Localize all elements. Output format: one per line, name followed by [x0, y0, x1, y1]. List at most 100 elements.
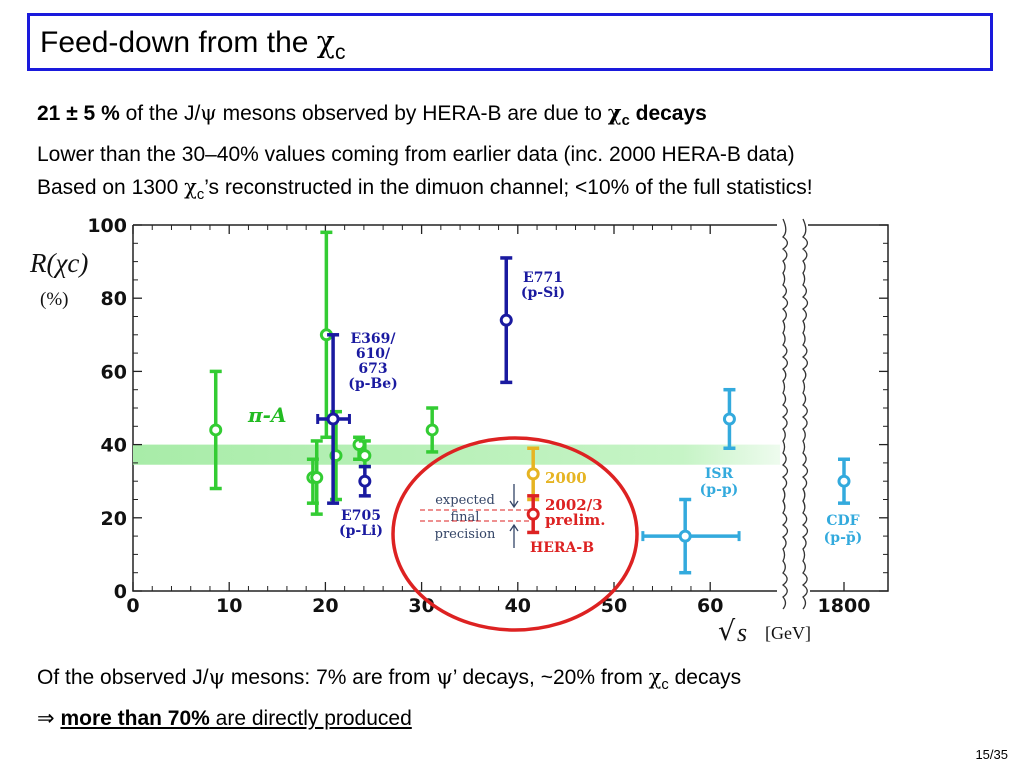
line3-text-b: ’s reconstructed in the dimuon channel; …	[204, 176, 813, 200]
highlight-ellipse	[391, 436, 639, 632]
fraction-value: 21 ± 5 %	[37, 102, 120, 125]
y-tick-label: 100	[87, 215, 127, 237]
marker	[425, 423, 439, 437]
data-point	[358, 439, 372, 469]
conclusion-lines: Of the observed J/ψ mesons: 7% are from …	[37, 661, 741, 735]
e771-label: (p-Si)	[521, 285, 565, 301]
marker	[310, 471, 324, 485]
e369-label: E369/	[350, 331, 396, 347]
line1-chi: χ	[607, 100, 622, 125]
y-tick-label: 20	[101, 508, 127, 530]
title-box: Feed-down from the χc	[27, 13, 993, 71]
pi-a-label: π-A	[247, 403, 286, 427]
x-tick-label: 60	[697, 595, 723, 617]
data-point	[722, 387, 736, 451]
arrow-up-icon	[509, 523, 519, 548]
data-point	[316, 333, 351, 505]
page-number: 15/35	[975, 747, 1008, 762]
chart-labels: R(χc) (%) √ s [GeV] π-A E369/610/673(p-Be) E705…	[29, 248, 862, 647]
x-axis-s: s	[737, 618, 747, 647]
herab-label: HERA-B	[530, 540, 594, 556]
x-tick-label: 10	[216, 595, 242, 617]
marker	[526, 467, 540, 481]
marker	[837, 474, 851, 488]
direct-fraction: more than 70%	[60, 707, 210, 731]
y-axis-label: R(χc)	[29, 248, 88, 278]
title-chi: χ	[316, 25, 335, 60]
data-point	[837, 457, 851, 505]
data-points	[209, 230, 851, 575]
conclusion-line-2: ⇒ more than 70% are directly produced	[37, 702, 741, 735]
bottom2-text: are directly produced	[209, 707, 412, 731]
title-sub: c	[334, 41, 346, 64]
band-rect	[133, 444, 780, 465]
bottom1-psi: ψ	[208, 665, 226, 689]
line1-sub: c	[621, 113, 630, 130]
marker	[526, 507, 540, 521]
y-tick-label: 40	[101, 435, 127, 457]
x-axis-sqrt: √	[718, 616, 736, 647]
summary-line-3: Based on 1300 χc’s reconstructed in the …	[37, 171, 813, 212]
marker	[678, 529, 692, 543]
marker	[209, 423, 223, 437]
plot-frame	[132, 218, 889, 610]
bottom1-text-a: Of the observed J/	[37, 666, 209, 689]
e705-label: (p-Li)	[339, 523, 383, 539]
data-point	[310, 439, 324, 516]
bottom1-chi: χ	[648, 665, 662, 689]
marker	[358, 449, 372, 463]
cdf-label: (p-p̄)	[824, 530, 863, 546]
prelim-label: prelim.	[545, 511, 605, 529]
line3-chi: χ	[184, 175, 197, 200]
line1-text-a: of the J/	[119, 102, 201, 125]
marker	[326, 412, 340, 426]
x-tick-label: 20	[312, 595, 338, 617]
conclusion-line-1: Of the observed J/ψ mesons: 7% are from …	[37, 661, 741, 702]
world-average-band	[133, 444, 780, 465]
x-tick-label: 0	[126, 595, 139, 617]
y-tick-label: 60	[101, 361, 127, 383]
data-point	[499, 256, 513, 385]
summary-line-2: Lower than the 30–40% values coming from…	[37, 143, 795, 167]
title-text: Feed-down from the	[40, 26, 317, 59]
x-tick-label: 40	[505, 595, 531, 617]
line3-sub: c	[196, 187, 205, 204]
e771-label: E771	[523, 270, 563, 286]
line1-text-b: mesons observed by HERA-B are due to	[216, 102, 608, 125]
isr-label: ISR	[705, 466, 734, 482]
y-axis-unit: (%)	[40, 289, 68, 310]
summary-lines: 21 ± 5 % of the J/ψ mesons observed by H…	[37, 96, 813, 212]
bottom1-text-c: ’ decays, ~20% from	[452, 666, 649, 689]
data-point	[358, 464, 372, 498]
x-tick-label-1800: 1800	[818, 595, 871, 617]
precision-label: precision	[435, 527, 496, 542]
y-tick-label: 0	[114, 581, 127, 603]
axis-ticks: 0 20 40 60 80 100 0 10 20 30 40 50 60 1800	[87, 215, 888, 617]
slide-title: Feed-down from the χc	[40, 26, 345, 70]
e369-label: 610/	[356, 346, 391, 362]
axis-break-line-2	[801, 218, 809, 610]
data-point	[425, 406, 439, 454]
line3-text-a: Based on 1300	[37, 176, 185, 200]
data-point	[641, 497, 741, 575]
implies-arrow: ⇒	[37, 707, 61, 731]
data-point	[526, 494, 540, 535]
e705-label: E705	[341, 508, 381, 524]
bottom1-text-b: mesons: 7% are from	[225, 666, 437, 689]
summary-line-1: 21 ± 5 % of the J/ψ mesons observed by H…	[37, 96, 813, 138]
e369-label: 673	[358, 361, 387, 377]
marker	[358, 474, 372, 488]
cdf-label: CDF	[826, 513, 859, 529]
isr-label: (p-p)	[700, 482, 739, 498]
year-2000-label: 2000	[545, 469, 587, 487]
marker	[722, 412, 736, 426]
e369-label: (p-Be)	[348, 376, 398, 392]
marker	[499, 313, 513, 327]
x-tick-label: 30	[408, 595, 434, 617]
bottom1-sub: c	[661, 677, 669, 694]
prelim-label: 2002/3	[545, 496, 603, 514]
axis-break-line-1	[781, 218, 789, 610]
y-tick-label: 80	[101, 288, 127, 310]
line1-text-c: decays	[629, 102, 707, 125]
